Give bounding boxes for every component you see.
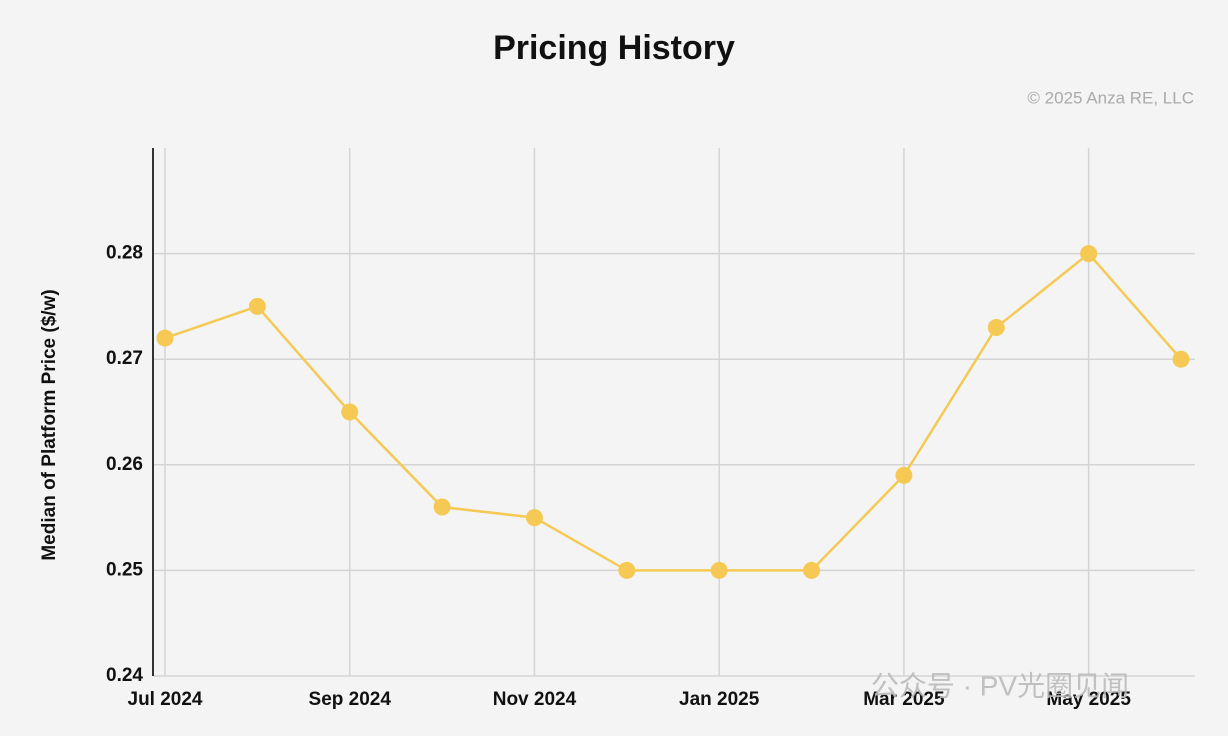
copyright: © 2025 Anza RE, LLC: [1027, 88, 1194, 107]
y-tick-label: 0.24: [106, 665, 143, 686]
point: [1080, 245, 1098, 263]
point: [341, 403, 359, 421]
point: [1172, 350, 1190, 368]
point: [710, 561, 728, 579]
y-tick-label: 0.28: [106, 243, 143, 264]
y-axis-label: Median of Platform Price ($/w): [39, 289, 60, 560]
line: [164, 251, 1182, 572]
point: [525, 509, 543, 527]
point: [803, 561, 821, 579]
chart-title: Pricing History: [493, 29, 735, 67]
point: [618, 561, 636, 579]
y-tick-label: 0.26: [106, 454, 143, 475]
watermark: 公众号 · PV光圈见闻: [871, 670, 1129, 701]
x-tick-label: Nov 2024: [493, 689, 577, 710]
point: [433, 498, 451, 516]
point: [895, 466, 913, 484]
x-tick-label: Jul 2024: [128, 689, 203, 710]
x-tick-label: Jan 2025: [679, 689, 760, 710]
point: [248, 297, 266, 315]
x-tick-label: Sep 2024: [309, 689, 392, 710]
y-tick-label: 0.27: [106, 348, 143, 369]
x-tick-label: Mar 2025: [863, 689, 945, 710]
y-tick-label: 0.25: [106, 559, 143, 580]
point: [987, 319, 1005, 337]
point: [156, 329, 174, 347]
x-tick-label: May 2025: [1046, 689, 1131, 710]
